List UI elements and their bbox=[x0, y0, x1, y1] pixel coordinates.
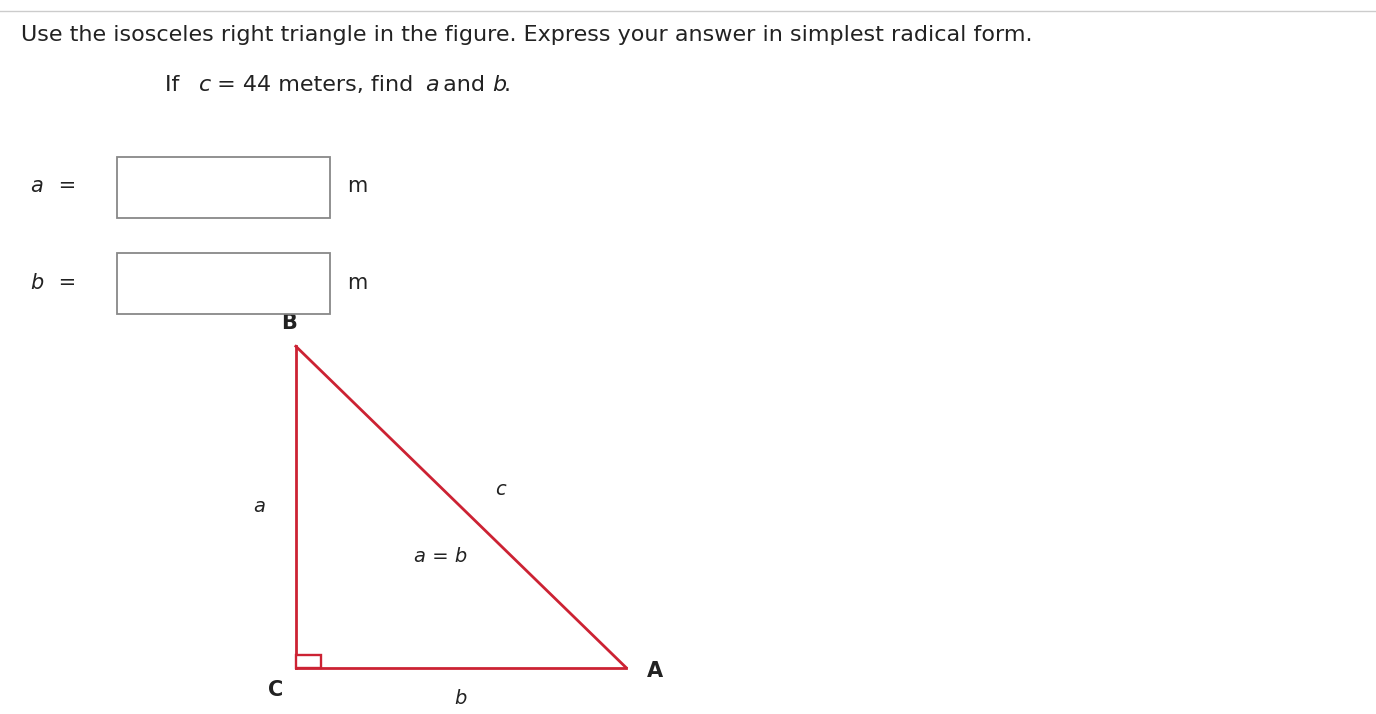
Text: =: = bbox=[52, 273, 77, 293]
Text: and: and bbox=[436, 75, 493, 95]
Text: A: A bbox=[647, 661, 663, 681]
Text: a = b: a = b bbox=[414, 548, 466, 566]
Text: C: C bbox=[267, 680, 283, 700]
Text: c: c bbox=[200, 75, 212, 95]
Text: b: b bbox=[30, 273, 44, 293]
Text: .: . bbox=[504, 75, 510, 95]
Text: a: a bbox=[425, 75, 439, 95]
Text: m: m bbox=[347, 176, 367, 196]
Text: a: a bbox=[30, 176, 43, 196]
Bar bbox=[117, 253, 330, 314]
Text: a: a bbox=[253, 498, 266, 516]
Text: c: c bbox=[495, 480, 506, 498]
Text: = 44 meters, find: = 44 meters, find bbox=[211, 75, 421, 95]
Bar bbox=[117, 157, 330, 218]
Text: b: b bbox=[493, 75, 506, 95]
Text: If: If bbox=[165, 75, 187, 95]
Text: b: b bbox=[455, 689, 466, 708]
Text: m: m bbox=[347, 273, 367, 293]
Bar bbox=[296, 655, 321, 668]
Text: =: = bbox=[52, 176, 77, 196]
Text: B: B bbox=[281, 313, 297, 333]
Text: Use the isosceles right triangle in the figure. Express your answer in simplest : Use the isosceles right triangle in the … bbox=[21, 25, 1032, 45]
